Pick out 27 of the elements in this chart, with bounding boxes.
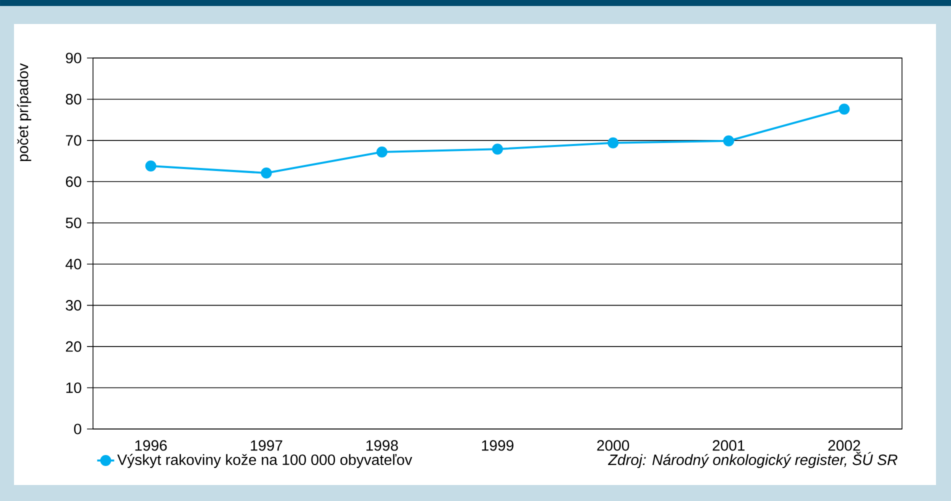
x-tick-label: 1996 [135, 440, 167, 451]
y-tick-label: 90 [66, 52, 82, 64]
y-axis-title: počet prípadov [17, 63, 32, 162]
point [838, 104, 850, 115]
x-tick-label: 2002 [828, 440, 860, 451]
x-tick-label: 2000 [597, 440, 630, 451]
y-tick-label: 60 [66, 176, 82, 187]
y-tick-label: 30 [66, 300, 82, 311]
y-tick-label: 40 [66, 258, 82, 270]
point [608, 137, 619, 148]
text: Zdroj: Národný onkologický register, ŠÚ SR [608, 452, 898, 468]
y-tick-label: 20 [66, 341, 82, 352]
x-tick-label: 2001 [712, 440, 745, 451]
legend-label: Výskyt rakoviny kože na 100 000 obyvateľov [117, 454, 412, 468]
x-tick-label: 1997 [250, 440, 282, 451]
point [145, 160, 156, 172]
point [723, 135, 734, 146]
point [260, 168, 272, 178]
y-tick-label: 10 [66, 382, 82, 394]
point [376, 146, 388, 158]
y-tick-label: 50 [66, 218, 82, 228]
x-tick-label: 1999 [482, 440, 514, 451]
y-tick-label: 80 [66, 94, 82, 104]
point [492, 144, 504, 155]
x-tick-label: 1998 [366, 440, 398, 451]
y-tick-label: 70 [66, 135, 82, 146]
y-tick-label: 0 [74, 424, 82, 434]
